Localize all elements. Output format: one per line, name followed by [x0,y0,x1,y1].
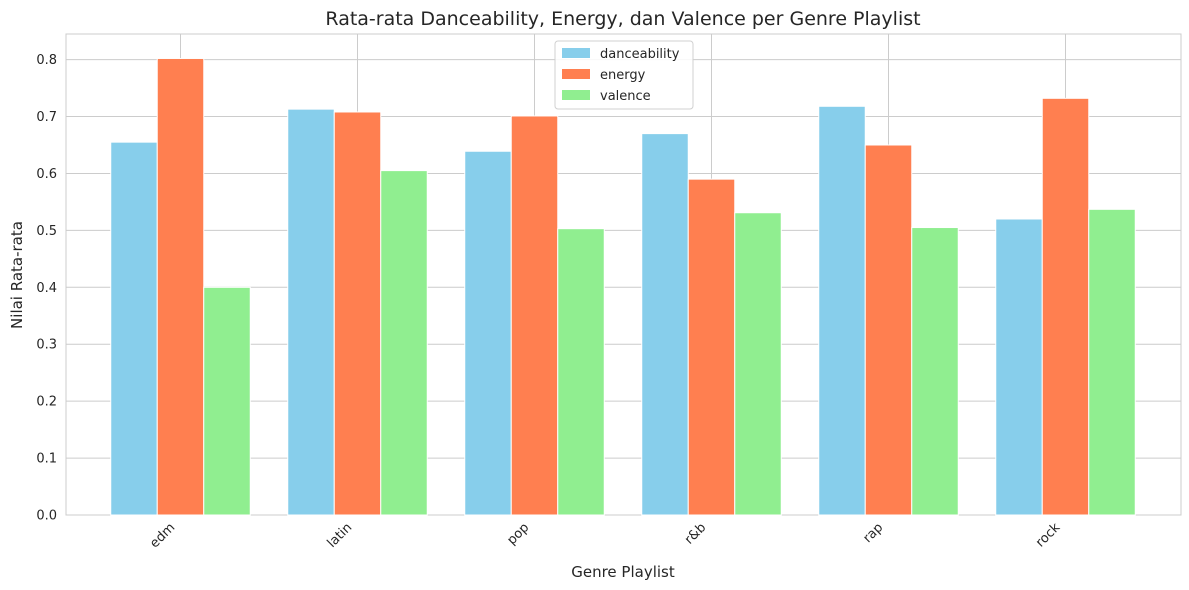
y-tick-labels: 0.0 0.1 0.2 0.3 0.4 0.5 0.6 0.7 0.8 [36,53,57,523]
legend-label-energy: energy [600,68,646,83]
bar-danceability-latin [287,108,335,516]
bar-valence-edm [203,286,251,516]
x-tick-label: rock [1033,520,1064,551]
plot-frame [65,33,1182,516]
x-tick-label: latin [325,520,356,551]
bar-valence-pop [557,228,605,516]
bar-danceability-pop [464,150,512,516]
bar-energy-rap [864,144,913,516]
y-tick-label: 0.3 [36,338,57,353]
bar-danceability-edm [110,141,158,516]
y-axis-label: Nilai Rata-rata [8,221,26,329]
y-tick-label: 0.7 [36,110,57,125]
x-axis-label: Genre Playlist [571,563,675,581]
y-tick-label: 0.5 [36,224,57,239]
legend-swatch-valence [562,90,590,100]
x-tick-label: pop [504,520,532,548]
legend-label-valence: valence [600,89,651,104]
legend-swatch-danceability [562,48,590,58]
y-tick-label: 0.0 [36,509,57,524]
bar-energy-pop [510,115,559,516]
bar-valence-rock [1088,208,1136,516]
legend: danceability energy valence [554,40,694,110]
bar-energy-edm [156,57,205,516]
x-tick-label: edm [147,520,178,551]
bars [110,57,1136,516]
y-tick-label: 0.8 [36,53,57,68]
y-tick-label: 0.2 [36,395,57,410]
y-tick-label: 0.1 [36,452,57,467]
bar-energy-rock [1041,97,1090,516]
x-tick-labels: edm latin pop r&b rap rock [147,520,1063,551]
legend-swatch-energy [562,69,590,79]
y-tick-label: 0.6 [36,167,57,182]
y-tick-label: 0.4 [36,281,57,296]
bar-energy-r&b [687,178,736,516]
bar-valence-latin [380,170,428,516]
x-tick-label: rap [860,520,886,546]
bar-danceability-rap [818,105,866,516]
bar-valence-rap [911,227,959,516]
chart-title: Rata-rata Danceability, Energy, dan Vale… [325,8,920,30]
x-tick-label: r&b [682,520,709,547]
bar-danceability-rock [995,218,1043,516]
bar-valence-r&b [734,212,782,516]
bar-energy-latin [333,111,382,516]
legend-label-danceability: danceability [600,47,680,62]
bar-danceability-r&b [641,133,689,516]
